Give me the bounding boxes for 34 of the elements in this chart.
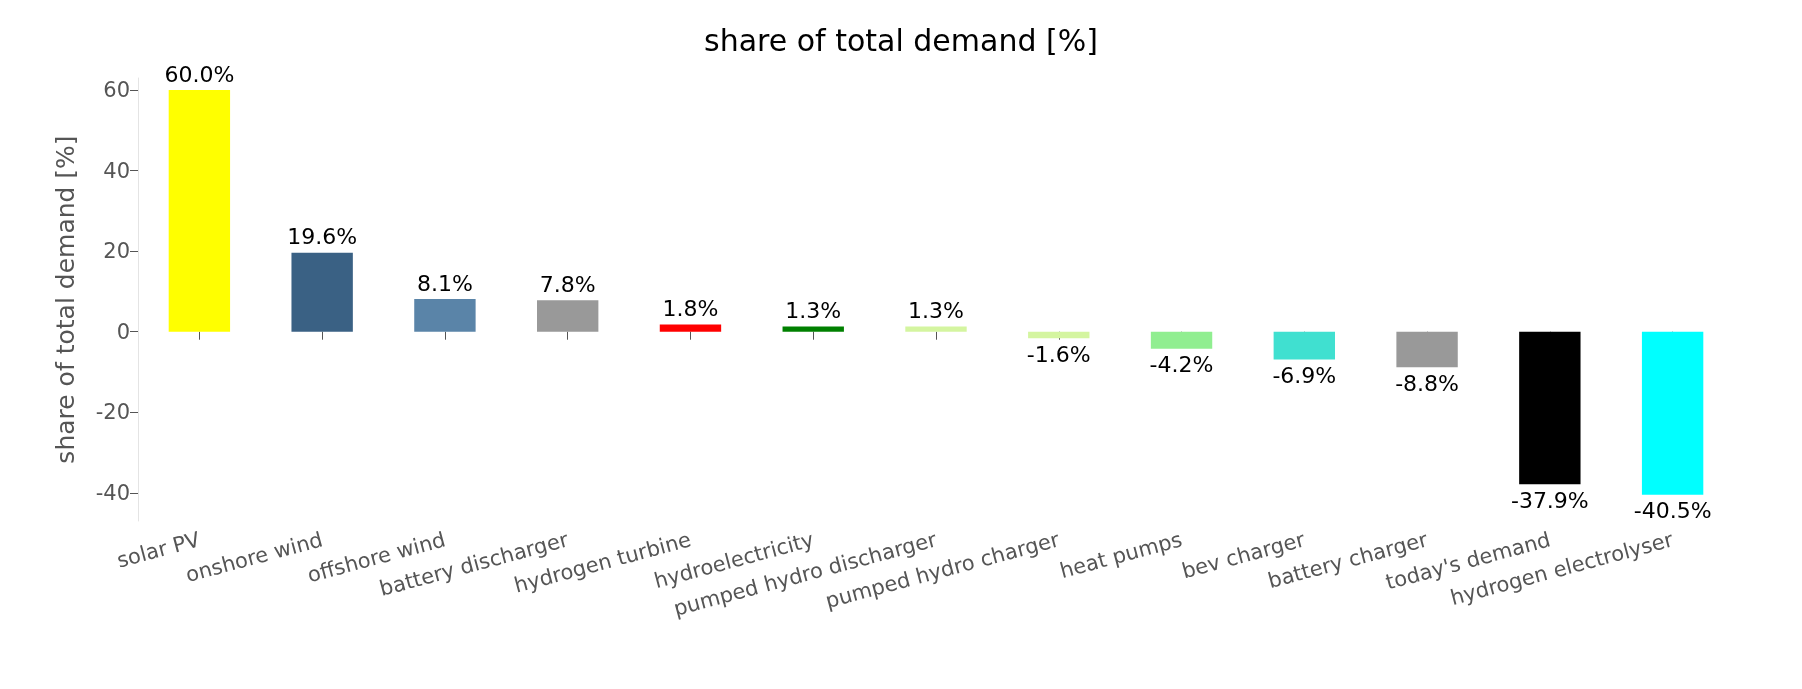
data-label: 8.1% xyxy=(416,270,473,296)
bar xyxy=(1519,331,1581,485)
data-label: 7.8% xyxy=(539,271,596,297)
bar xyxy=(905,326,967,332)
data-label: -4.2% xyxy=(1149,352,1214,378)
bar xyxy=(1150,331,1213,349)
data-label: -6.9% xyxy=(1272,363,1337,389)
data-label: -1.6% xyxy=(1026,341,1091,367)
data-label: -37.9% xyxy=(1510,487,1589,513)
data-label: 1.3% xyxy=(785,297,842,323)
bar xyxy=(1028,331,1090,339)
y-tick-label: 20 xyxy=(103,239,130,264)
data-label: 19.6% xyxy=(287,224,358,250)
y-tick-label: 0 xyxy=(116,319,130,344)
bar xyxy=(782,326,844,332)
bar xyxy=(168,90,231,332)
y-axis-title: share of total demand [%] xyxy=(51,135,80,464)
bar xyxy=(1273,331,1335,360)
data-label: 1.3% xyxy=(908,297,964,323)
bar xyxy=(291,252,353,332)
data-label: 1.8% xyxy=(662,295,719,321)
y-tick-label: -40 xyxy=(95,480,130,505)
bar xyxy=(659,324,722,332)
bar xyxy=(414,299,476,332)
y-tick-label: 60 xyxy=(103,78,130,103)
bar xyxy=(1641,331,1704,495)
bar xyxy=(1396,331,1458,368)
y-tick-label: 40 xyxy=(103,158,130,183)
data-label: -40.5% xyxy=(1633,498,1712,524)
chart-title: share of total demand [%] xyxy=(704,22,1098,58)
data-label: -8.8% xyxy=(1395,370,1459,396)
data-label: 60.0% xyxy=(164,61,235,87)
bar xyxy=(537,300,599,332)
y-tick-label: -20 xyxy=(95,400,130,425)
